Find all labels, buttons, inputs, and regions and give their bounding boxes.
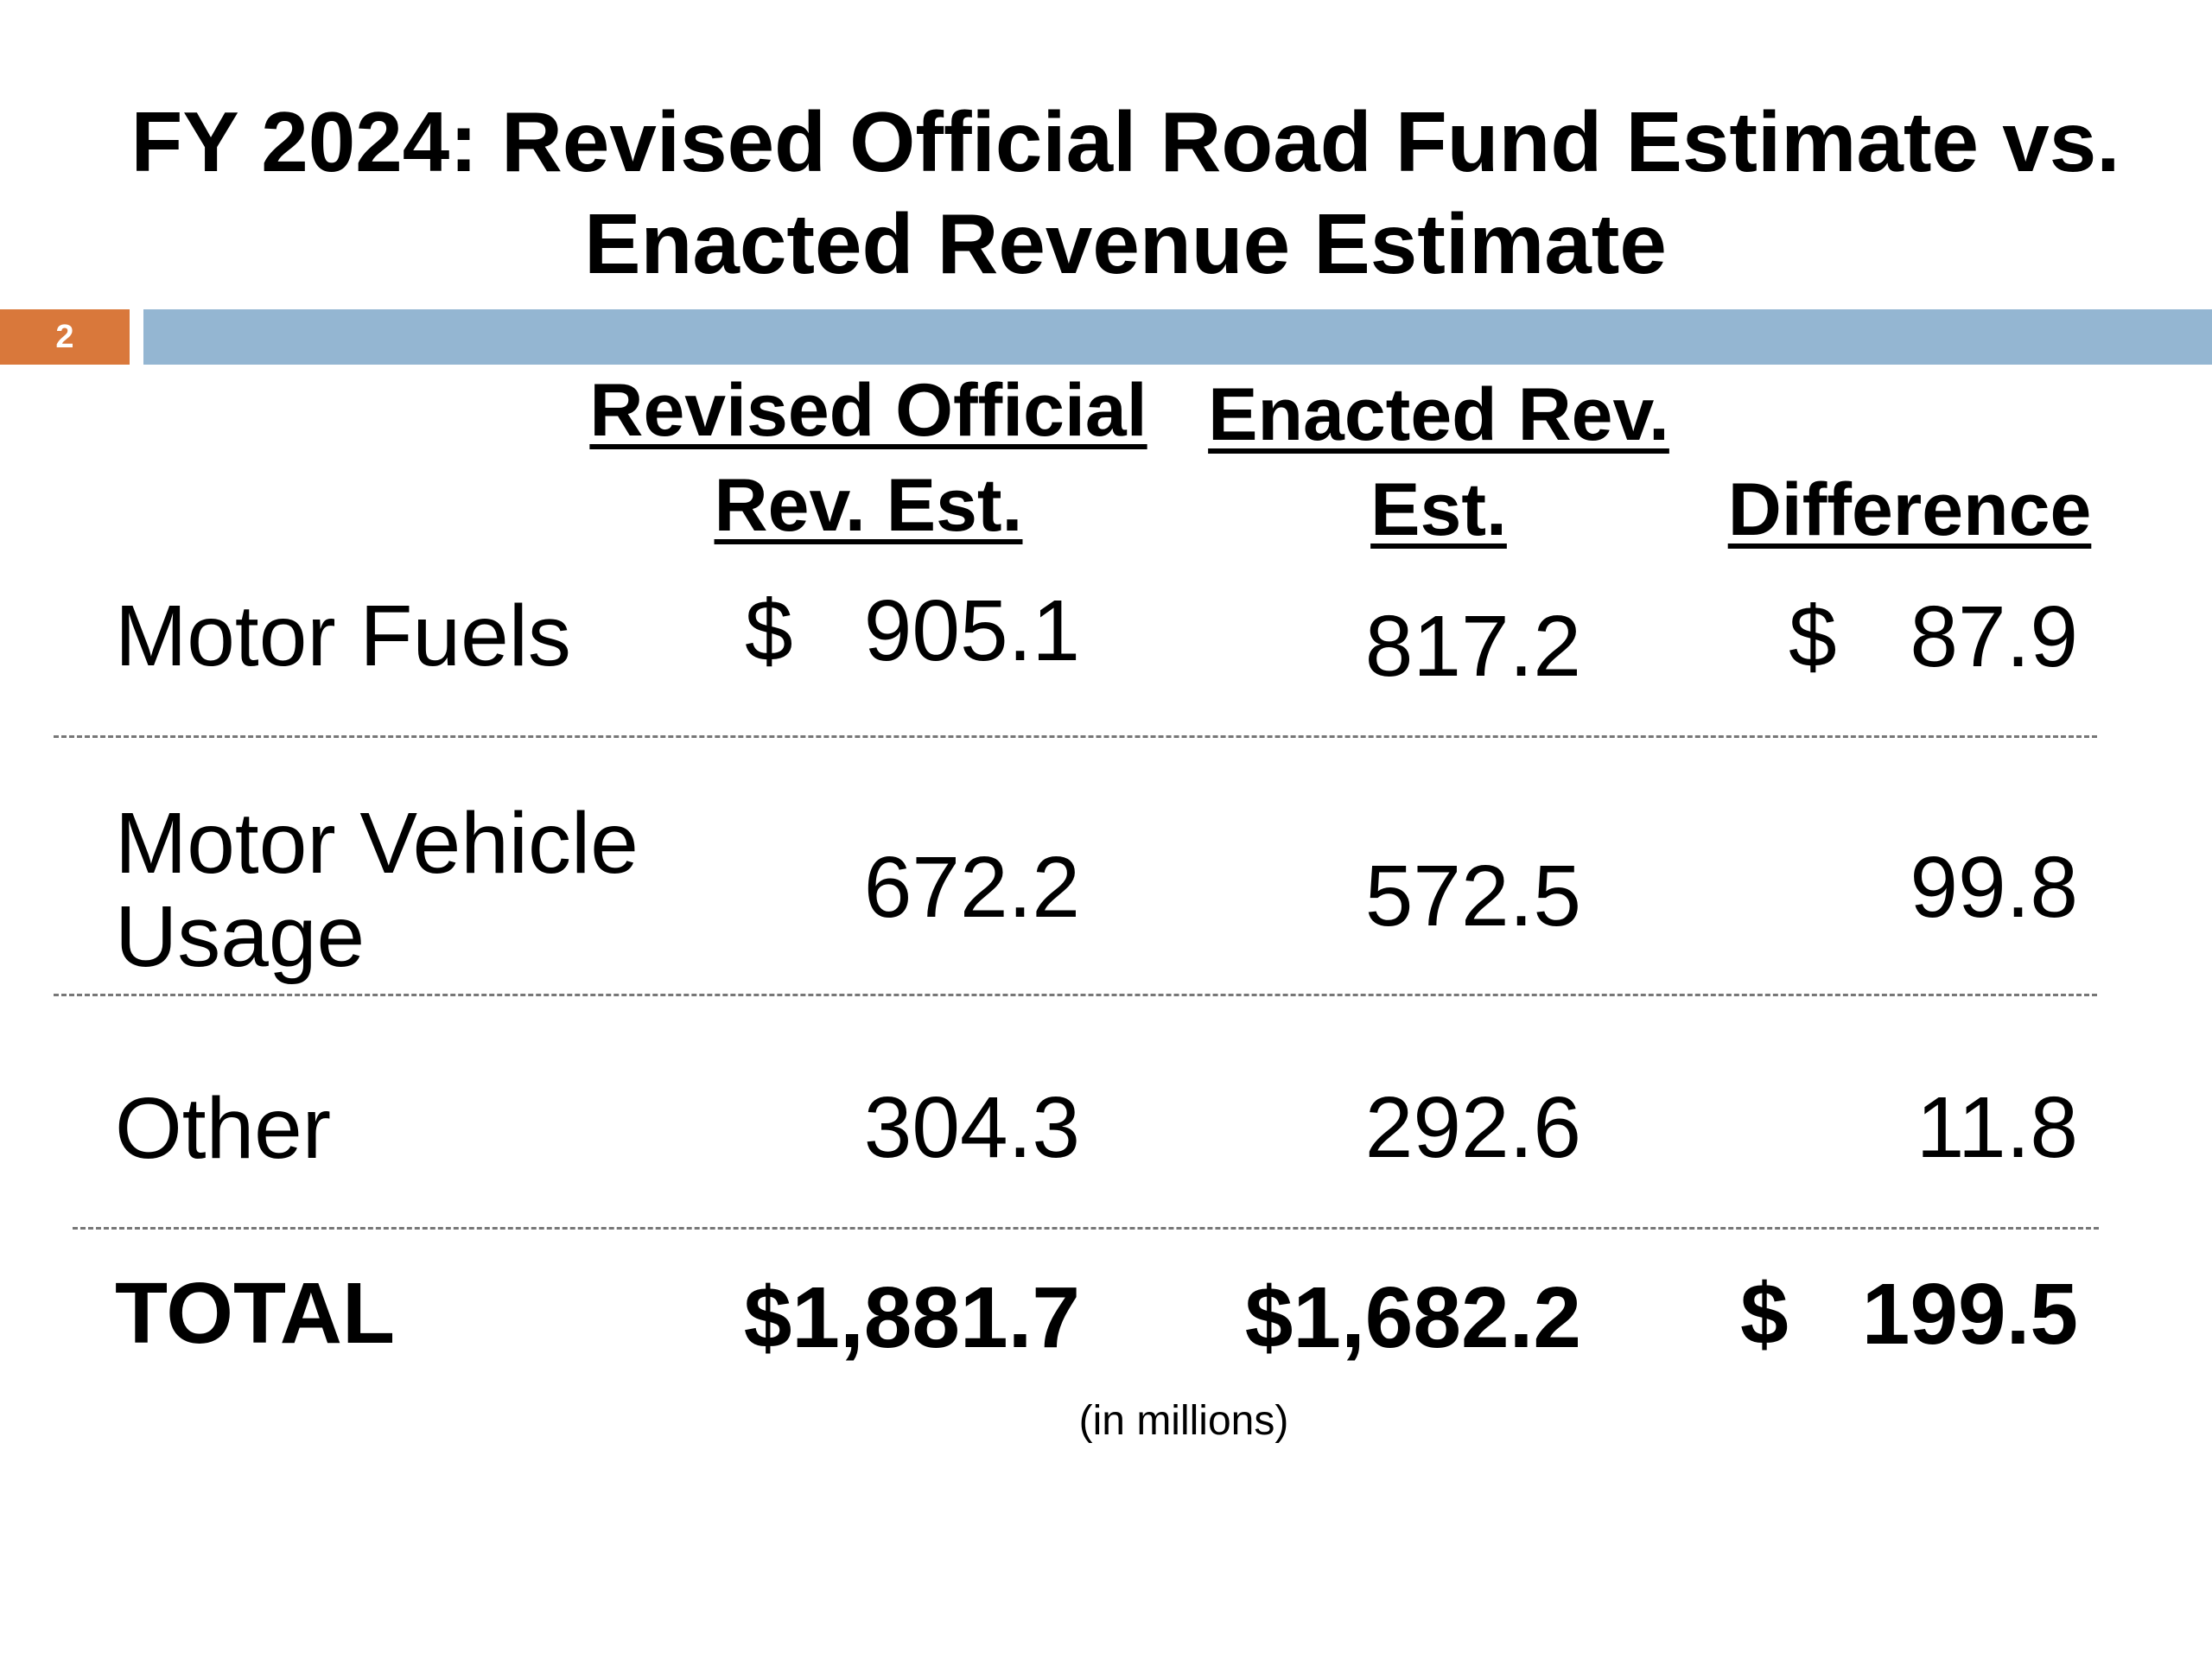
header-revised-line2: Rev. Est. xyxy=(714,464,1023,547)
header-revised-line1: Revised Official xyxy=(589,369,1147,452)
slide-title: FY 2024: Revised Official Road Fund Esti… xyxy=(0,91,2212,295)
header-difference: Difference xyxy=(1694,462,2126,557)
header-difference-label: Difference xyxy=(1727,468,2092,551)
difference-dollar-sign: $ xyxy=(1789,588,1837,685)
units-note: (in millions) xyxy=(1078,1398,1289,1444)
difference-dollar-sign-total: $ xyxy=(1740,1266,1789,1363)
header-enacted: Enacted Rev. Est. xyxy=(1184,367,1694,557)
enacted-value-total: $1,682.2 xyxy=(1244,1269,1581,1366)
difference-value-motor-fuels: 87.9 xyxy=(1910,588,2078,685)
row-divider xyxy=(54,994,2097,996)
row-label-motor-vehicle-line1: Motor Vehicle xyxy=(115,795,639,892)
row-label-total: TOTAL xyxy=(115,1265,396,1362)
revised-value-other: 304.3 xyxy=(863,1079,1080,1176)
difference-value-motor-vehicle-usage: 99.8 xyxy=(1910,839,2078,936)
revised-dollar-sign: $ xyxy=(745,582,793,679)
row-label-motor-fuels: Motor Fuels xyxy=(115,588,571,684)
slide-title-line2: Enacted Revenue Estimate xyxy=(584,196,1667,291)
enacted-value-motor-vehicle-usage: 572.5 xyxy=(1364,848,1581,944)
revised-value-motor-fuels: 905.1 xyxy=(863,582,1080,679)
difference-value-total: 199.5 xyxy=(1861,1266,2078,1363)
row-label-motor-vehicle-line2: Usage xyxy=(115,888,365,985)
slide-title-line1: FY 2024: Revised Official Road Fund Esti… xyxy=(130,94,2120,189)
enacted-value-other: 292.6 xyxy=(1364,1079,1581,1176)
row-divider xyxy=(73,1227,2099,1230)
header-enacted-line1: Enacted Rev. xyxy=(1208,373,1669,456)
revised-value-motor-vehicle-usage: 672.2 xyxy=(863,839,1080,936)
enacted-value-motor-fuels: 817.2 xyxy=(1364,598,1581,695)
row-divider xyxy=(54,735,2097,738)
revised-value-total: $1,881.7 xyxy=(743,1269,1080,1366)
accent-bar xyxy=(143,309,2212,365)
page-number-badge: 2 xyxy=(0,309,130,365)
difference-value-other: 11.8 xyxy=(1916,1079,2078,1176)
header-enacted-line2: Est. xyxy=(1370,468,1507,551)
header-revised: Revised Official Rev. Est. xyxy=(562,363,1175,553)
row-label-other: Other xyxy=(115,1080,332,1177)
